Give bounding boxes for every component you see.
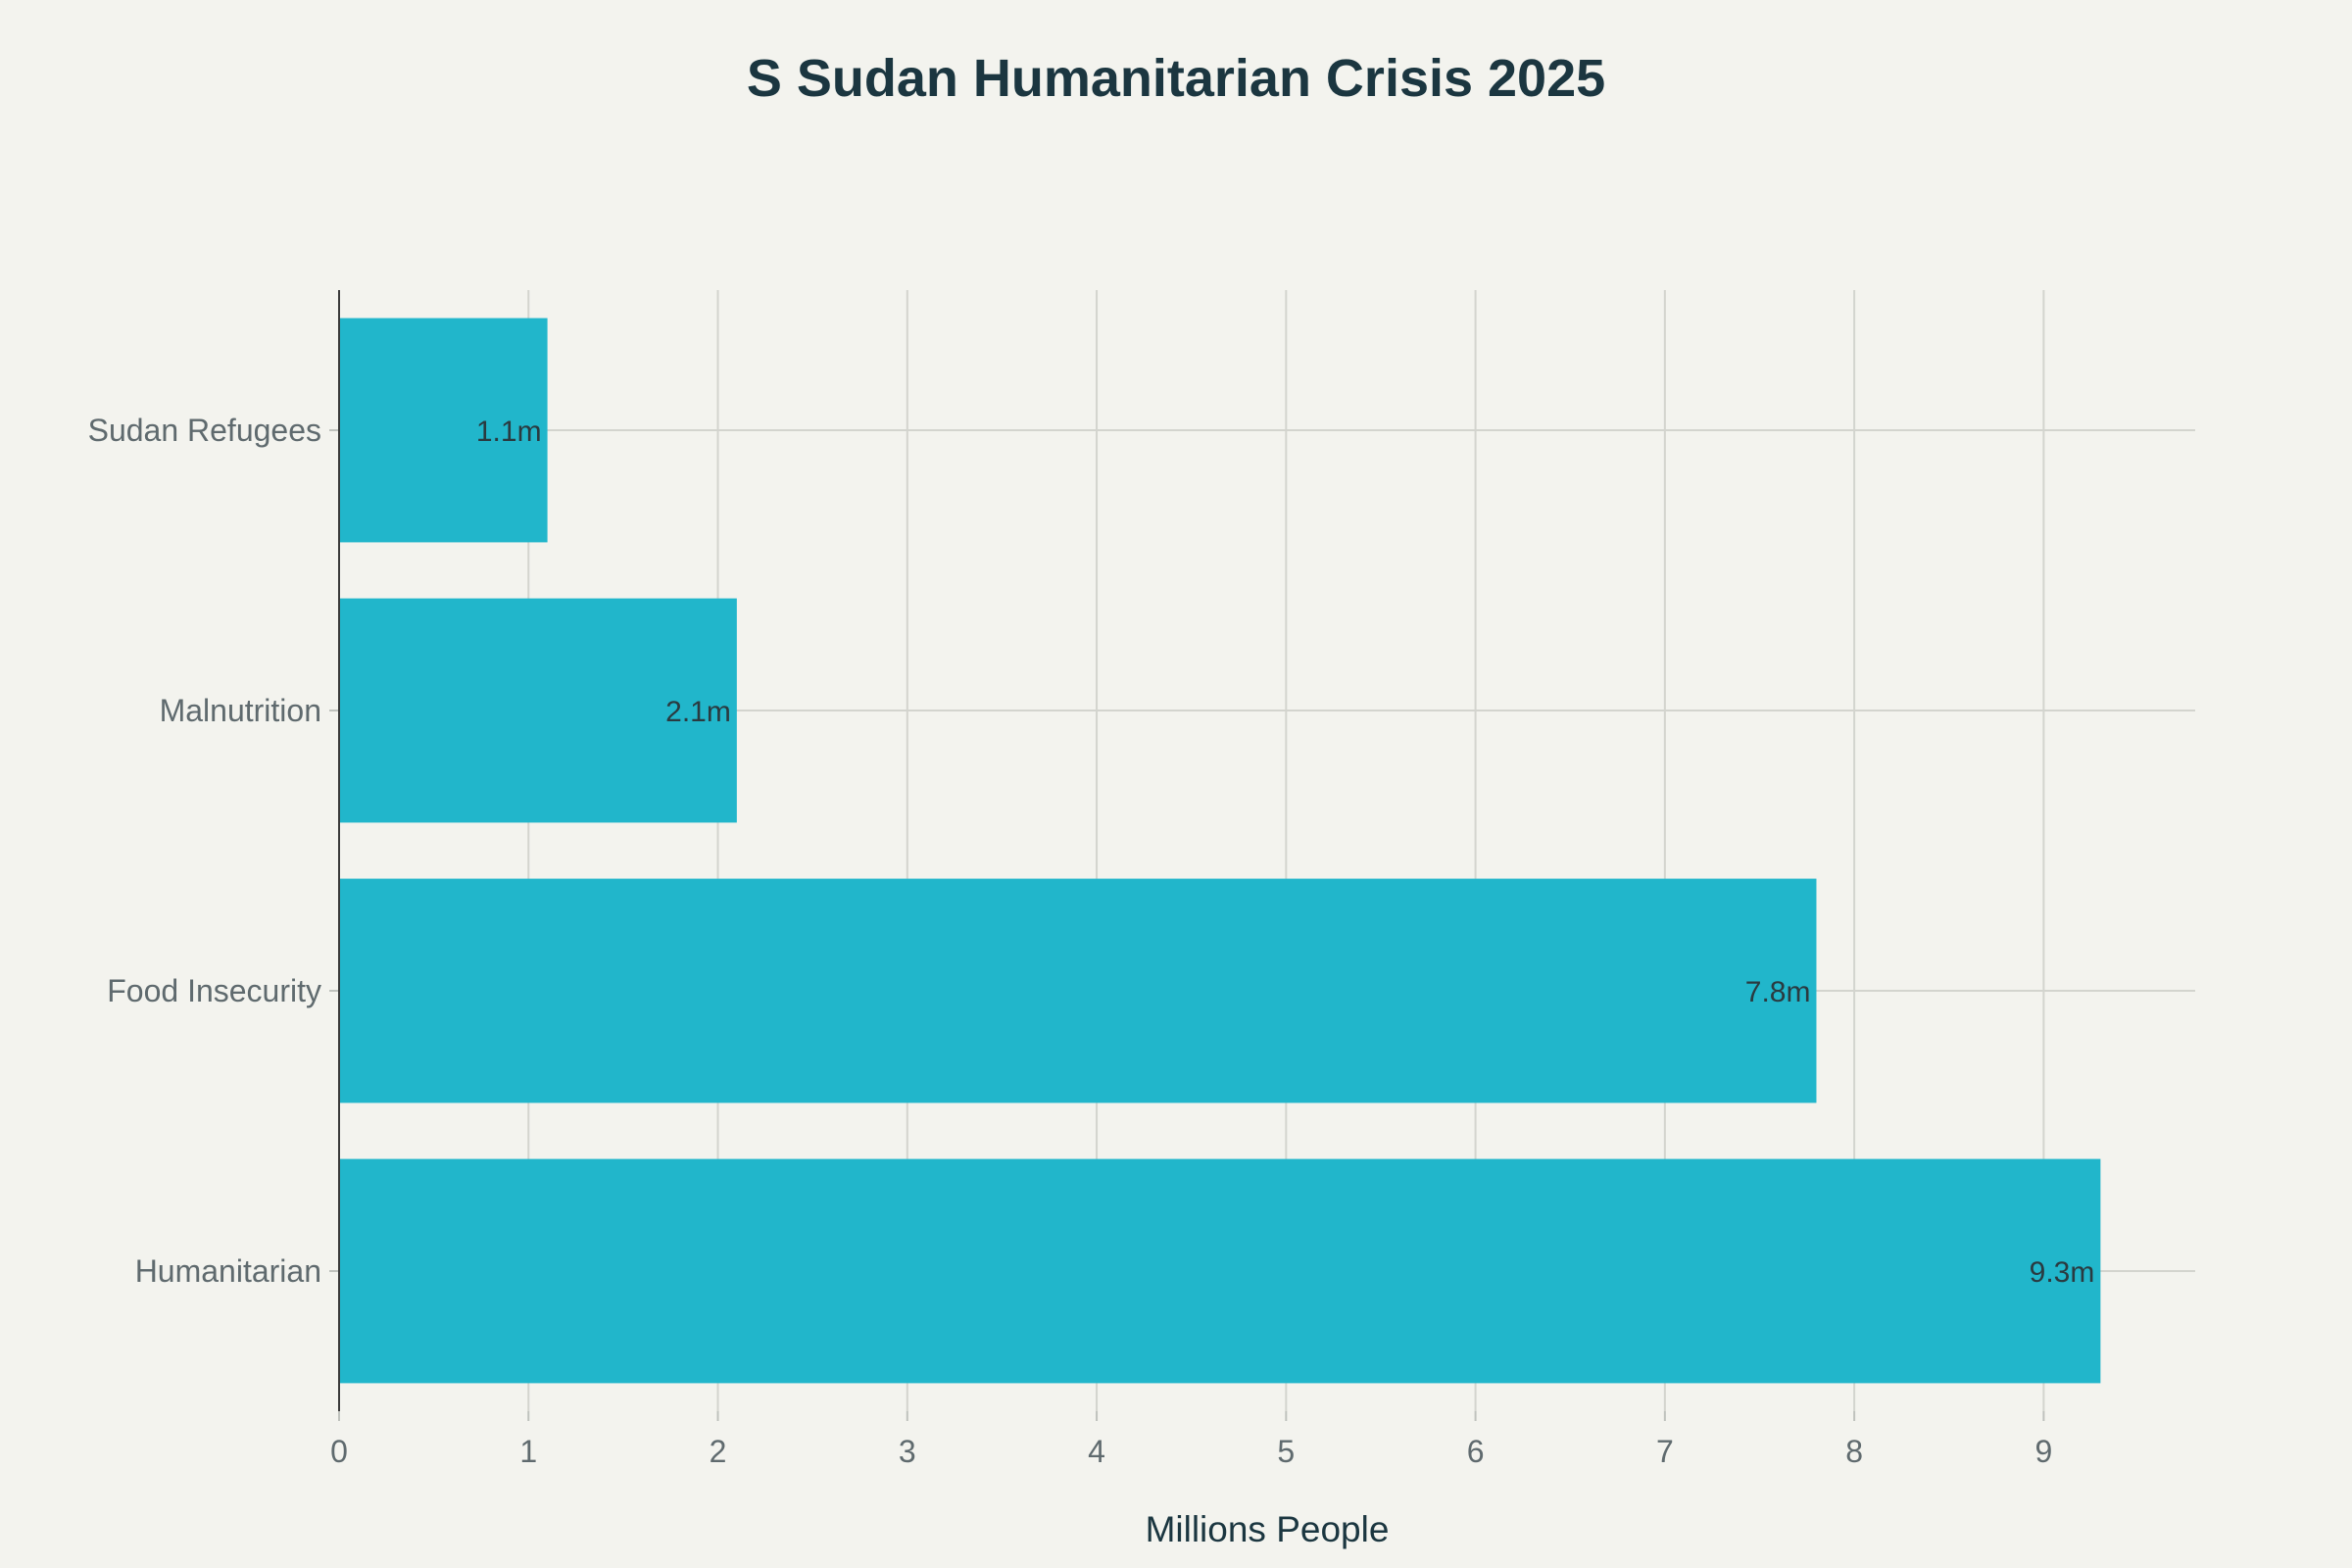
x-tick-label: 7 [1656,1434,1674,1469]
x-tick-label: 8 [1845,1434,1863,1469]
y-tick-label: Malnutrition [160,693,321,728]
chart-title: S Sudan Humanitarian Crisis 2025 [747,49,1605,108]
bar [339,598,737,823]
bar [339,878,1817,1103]
grid-lines [339,290,2195,1411]
bar-data-label: 1.1m [476,416,542,448]
x-tick-label: 0 [330,1434,348,1469]
x-tick-label: 2 [710,1434,727,1469]
x-axis-label: Millions People [1146,1509,1390,1549]
y-tick-label: Humanitarian [135,1253,321,1289]
x-tick-label: 1 [519,1434,537,1469]
data-labels: 1.1m 2.1m 7.8m 9.3m [476,416,2094,1289]
y-tick-label: Sudan Refugees [88,413,321,448]
bar-data-label: 9.3m [2030,1256,2095,1289]
x-tick-label: 5 [1277,1434,1295,1469]
bar [339,318,548,543]
bar-data-label: 7.8m [1745,976,1811,1008]
bars [339,318,2101,1384]
bar [339,1158,2101,1384]
axes: 0 1 2 3 4 5 6 7 8 9 Sudan Refugees Malnutrition Food… [88,290,2052,1469]
x-tick-label: 6 [1467,1434,1485,1469]
x-tick-label: 3 [899,1434,916,1469]
x-tick-label: 4 [1088,1434,1105,1469]
bar-data-label: 2.1m [665,696,731,728]
y-tick-label: Food Insecurity [107,973,321,1008]
x-tick-label: 9 [2034,1434,2052,1469]
